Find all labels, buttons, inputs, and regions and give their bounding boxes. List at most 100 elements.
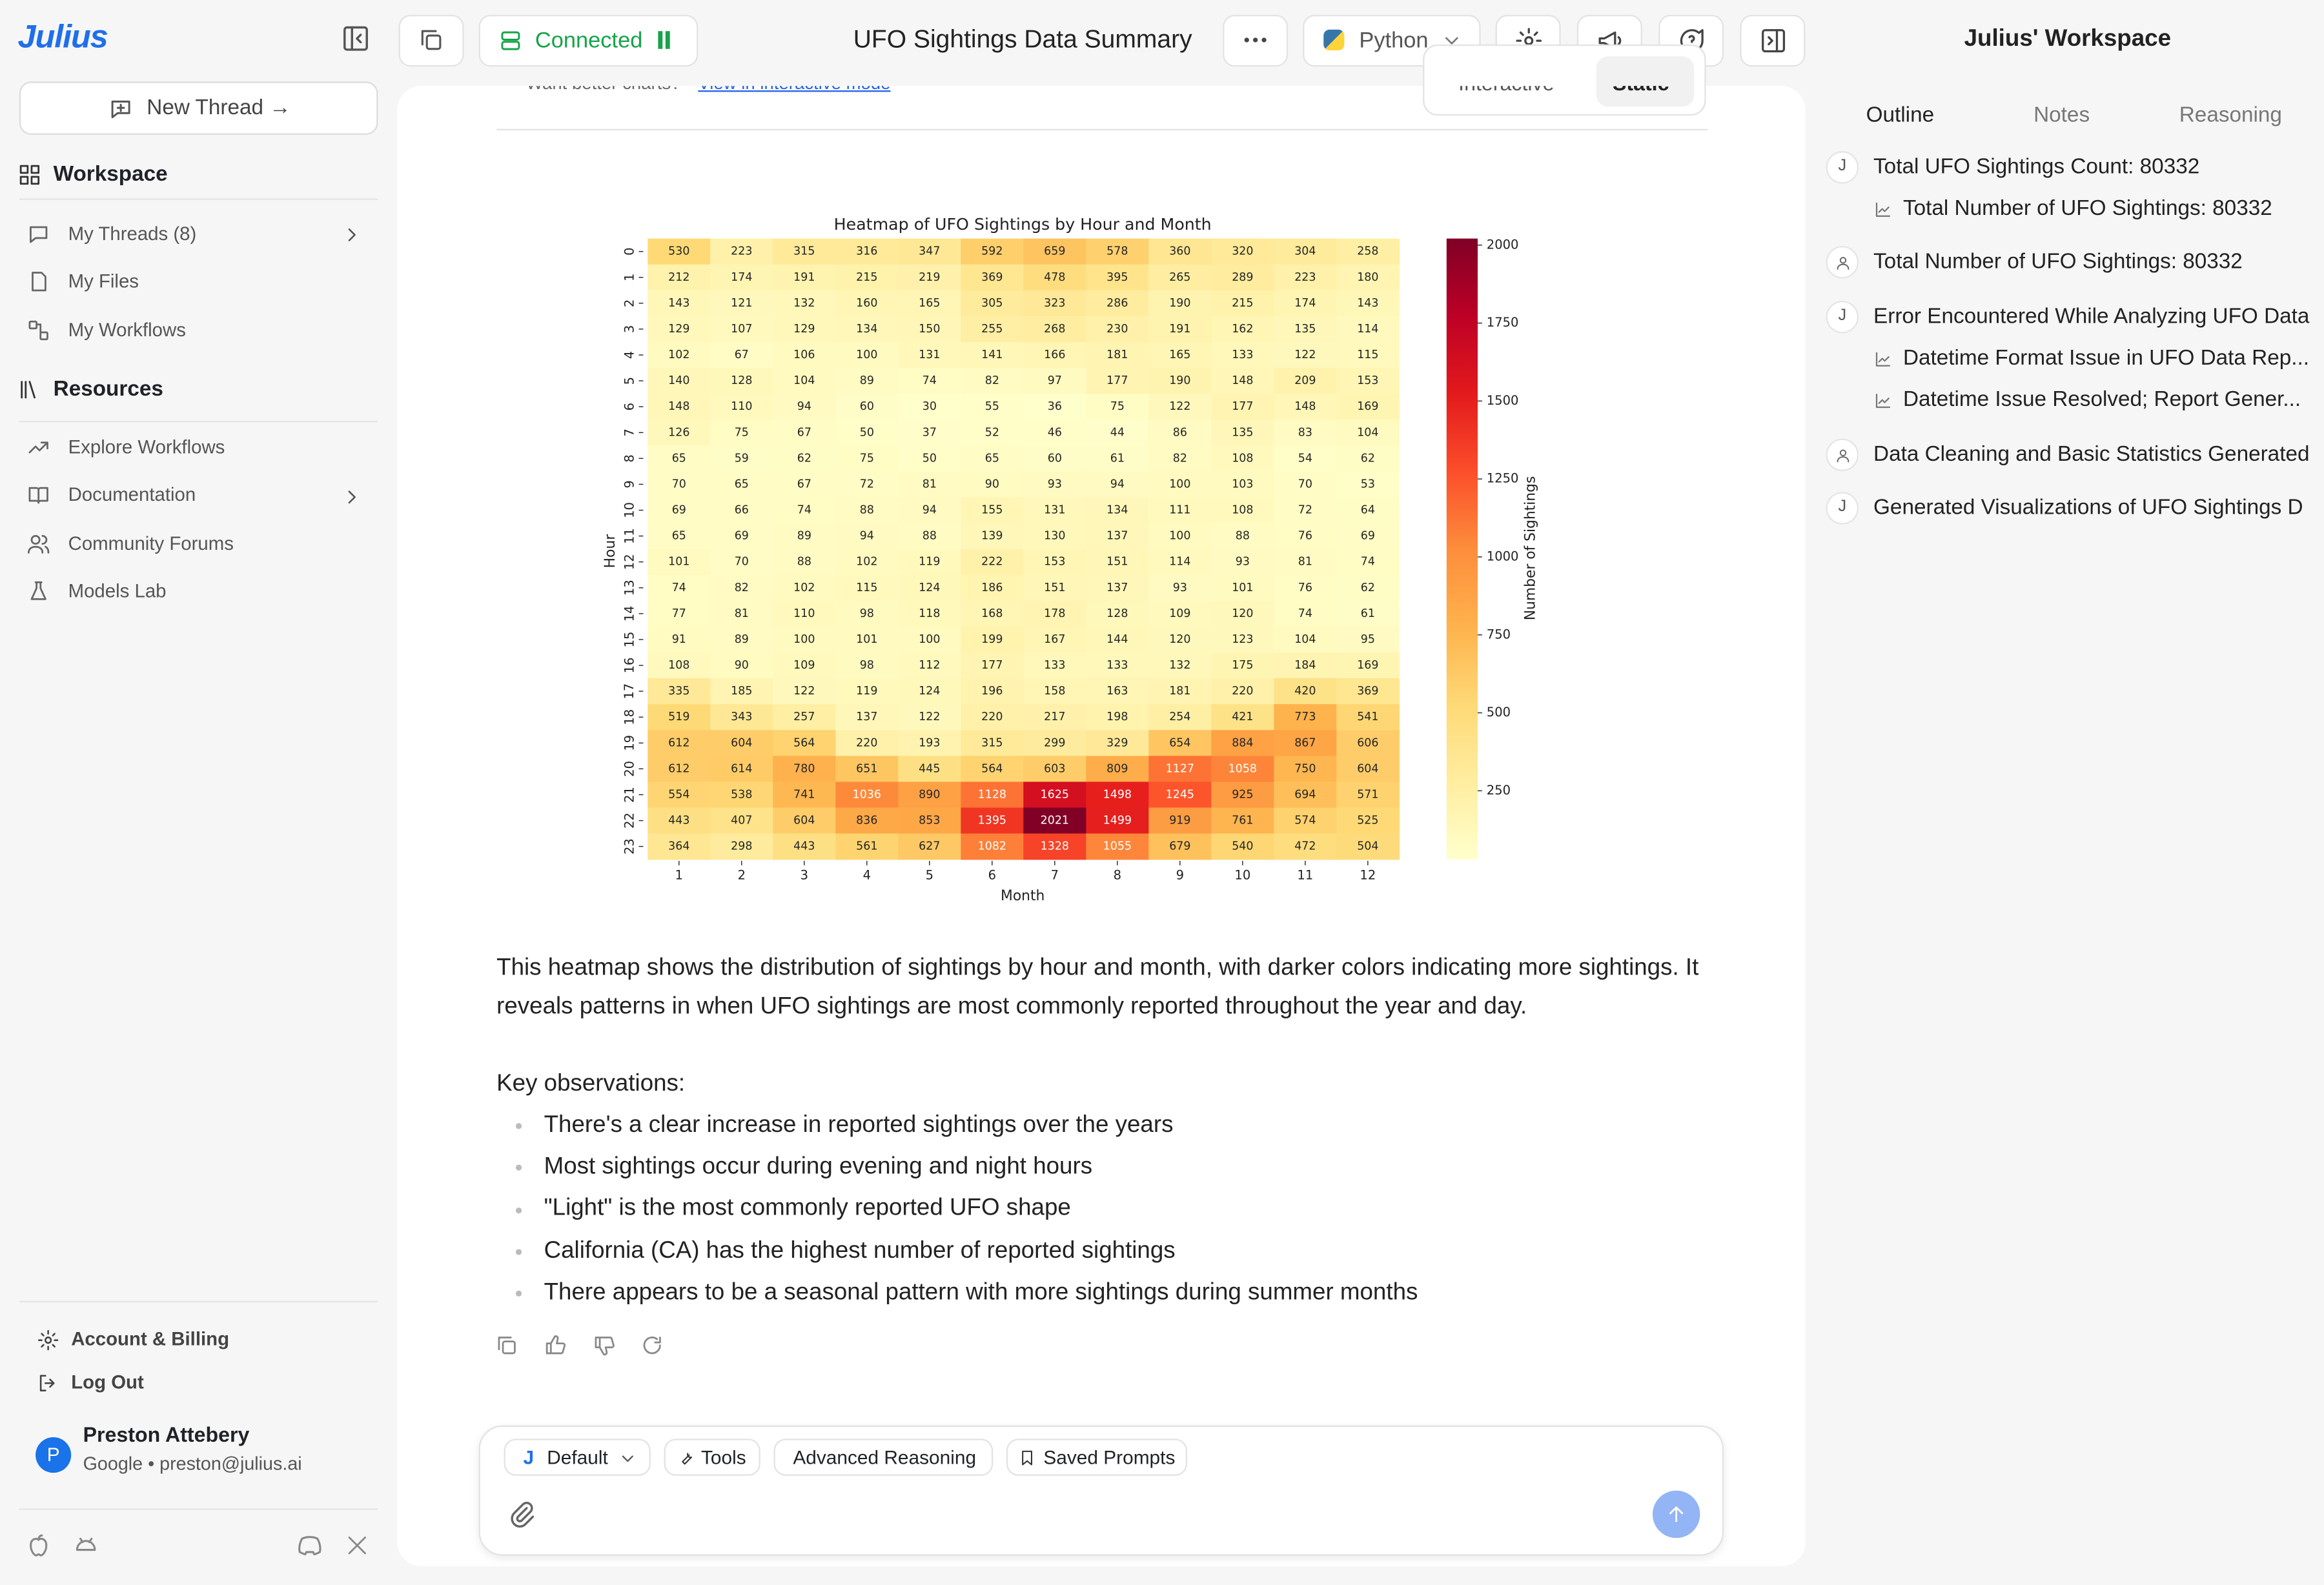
- cell-label: 286: [1106, 297, 1128, 310]
- cell-label: 94: [860, 530, 874, 543]
- cell-label: 143: [1357, 297, 1378, 310]
- heatmap-cell: [1211, 238, 1275, 265]
- heatmap-cell: [1336, 368, 1400, 394]
- workspace-tab[interactable]: Outline: [1866, 103, 1935, 128]
- account-icon: [37, 1329, 58, 1350]
- outline-item[interactable]: Error Encountered While Analyzing UFO Da…: [1873, 305, 2310, 329]
- x-tick-label: 4: [863, 867, 871, 882]
- collapse-sidebar[interactable]: [341, 24, 371, 54]
- heatmap-cell: [773, 756, 837, 783]
- nav-item[interactable]: Documentation: [68, 483, 196, 506]
- chevron: [347, 490, 355, 503]
- nav-item[interactable]: Models Lab: [68, 580, 167, 602]
- nav-item[interactable]: My Workflows: [68, 318, 186, 341]
- cell-label: 72: [860, 478, 874, 490]
- outline-item[interactable]: Data Cleaning and Basic Statistics Gener…: [1873, 443, 2310, 467]
- outline-subitem[interactable]: Total Number of UFO Sightings: 80332: [1902, 196, 2272, 221]
- cell-label: 94: [922, 504, 937, 517]
- toggle-option[interactable]: Interactive: [1458, 86, 1554, 99]
- composer-pill[interactable]: [773, 1439, 994, 1476]
- heatmap-cell: [773, 549, 837, 576]
- cell-label: 186: [981, 581, 1003, 594]
- cell-label: 1127: [1166, 762, 1194, 775]
- heatmap-cell: [835, 833, 899, 860]
- cell-label: 102: [856, 556, 877, 569]
- outline-subitem[interactable]: Datetime Format Issue in UFO Data Rep...: [1902, 346, 2310, 370]
- heatmap-cell: [1336, 626, 1400, 653]
- heatmap-cell: [961, 419, 1024, 446]
- toolbar-button[interactable]: [398, 14, 464, 67]
- cell-label: 148: [1232, 374, 1253, 387]
- heatmap-cell: [773, 238, 837, 265]
- composer-pill[interactable]: [664, 1439, 760, 1476]
- x-icon[interactable]: [345, 1533, 369, 1557]
- cell-label: 133: [1106, 659, 1128, 672]
- composer-pill[interactable]: [504, 1439, 651, 1476]
- message-action[interactable]: [640, 1333, 664, 1357]
- heatmap-cell: [1148, 600, 1212, 627]
- cell-label: 70: [1298, 478, 1312, 490]
- cell-label: 530: [668, 245, 689, 258]
- cell-label: 70: [672, 478, 686, 490]
- cell-label: 134: [1106, 504, 1128, 517]
- nav-item[interactable]: My Threads (8): [68, 222, 197, 245]
- heatmap-cell: [1336, 316, 1400, 343]
- heatmap-cell: [1086, 471, 1150, 498]
- heatmap-cell: [1211, 549, 1275, 576]
- heatmap-cell: [835, 782, 899, 809]
- heatmap-cell: [647, 419, 711, 446]
- outline-item[interactable]: Total Number of UFO Sightings: 80332: [1873, 250, 2243, 274]
- nav-item[interactable]: Community Forums: [68, 531, 234, 554]
- heatmap-cell: [898, 678, 962, 705]
- nav-item[interactable]: My Files: [68, 270, 139, 293]
- heatmap-cell: [1023, 341, 1087, 368]
- cell-label: 299: [1044, 736, 1065, 749]
- heatmap-cell: [1274, 833, 1338, 860]
- heatmap-cell: [1336, 807, 1400, 834]
- logout-link[interactable]: Log Out: [71, 1370, 144, 1393]
- toolbar-button[interactable]: [1740, 14, 1806, 67]
- x-tick-label: 9: [1176, 867, 1184, 882]
- outline-item[interactable]: Total UFO Sightings Count: 80332: [1873, 155, 2200, 179]
- cell-label: 88: [1236, 530, 1250, 543]
- cell-label: 1128: [978, 788, 1006, 801]
- heatmap-cell: [1336, 756, 1400, 783]
- workspace-tab[interactable]: Notes: [2034, 103, 2090, 128]
- toggle-active[interactable]: [1596, 86, 1695, 107]
- cell-label: 102: [668, 348, 689, 361]
- nav-item[interactable]: Explore Workflows: [68, 436, 225, 458]
- heatmap-cell: [1086, 419, 1150, 446]
- cell-label: 118: [919, 607, 940, 620]
- cell-label: 132: [1169, 659, 1190, 672]
- heatmap-cell: [1211, 523, 1275, 550]
- apple-icon[interactable]: [25, 1532, 52, 1559]
- toggle-option[interactable]: Static: [1613, 86, 1669, 99]
- message-action[interactable]: [544, 1333, 568, 1357]
- composer-pill[interactable]: [1006, 1439, 1188, 1476]
- heatmap-cell: [710, 704, 774, 731]
- cell-label: 603: [1044, 762, 1065, 775]
- cell-label: 124: [919, 685, 940, 698]
- cell-label: 540: [1232, 840, 1253, 853]
- outline-item[interactable]: Generated Visualizations of UFO Sighting…: [1873, 496, 2303, 520]
- new-thread-button[interactable]: [19, 81, 378, 135]
- cell-label: 90: [985, 478, 999, 490]
- bullet: [515, 1165, 522, 1171]
- outline-subitem[interactable]: Datetime Issue Resolved; Report Gener...: [1902, 388, 2301, 412]
- toolbar-button[interactable]: [1223, 14, 1289, 67]
- notice-link[interactable]: View in interactive mode: [698, 86, 890, 96]
- cell-label: 89: [797, 530, 811, 543]
- account-link[interactable]: Account & Billing: [71, 1328, 230, 1350]
- message-action[interactable]: [593, 1333, 617, 1357]
- cell-label: 178: [1044, 607, 1065, 620]
- android-icon[interactable]: [72, 1532, 99, 1559]
- discord-icon[interactable]: [296, 1532, 323, 1559]
- message-action[interactable]: [495, 1333, 519, 1357]
- heatmap-cell: [647, 497, 711, 524]
- heatmap-cell: [898, 782, 962, 809]
- workspace-tab[interactable]: Reasoning: [2179, 103, 2282, 128]
- cell-label: 315: [793, 245, 815, 258]
- cell-label: 884: [1232, 736, 1253, 749]
- attach-icon[interactable]: [507, 1499, 536, 1529]
- nav-icon: [32, 272, 46, 292]
